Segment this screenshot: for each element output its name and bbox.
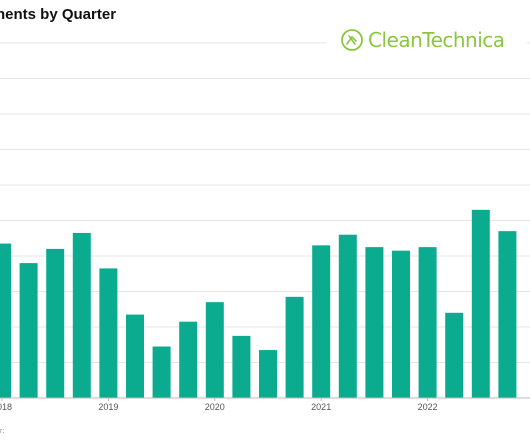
bar-2018-q2 <box>19 263 38 398</box>
bar-2021-q1 <box>312 245 331 398</box>
x-tick-label: 2021 <box>311 402 331 412</box>
bar-2021-q3 <box>365 247 384 398</box>
x-tick-label: 2020 <box>205 402 225 412</box>
bar-2019-q3 <box>152 346 171 398</box>
x-tick-label: 2018 <box>0 402 12 412</box>
bar-2020-q3 <box>259 350 277 398</box>
bar-2022-q3 <box>471 209 490 398</box>
clean-technica-logo: CleanTechnica <box>327 26 527 54</box>
x-axis-ticks: 2018 2019 2020 2021 2022 <box>0 398 438 412</box>
bars <box>0 209 517 398</box>
bar-2020-q2 <box>232 335 251 398</box>
bar-2019-q2 <box>126 314 144 398</box>
bar-2022-q4 <box>498 231 517 398</box>
bar-2018-q1 <box>0 243 11 398</box>
logo-text: CleanTechnica <box>368 28 505 52</box>
bar-2021-q2 <box>338 234 357 398</box>
bar-2020-q1 <box>205 302 224 398</box>
bar-2018-q3 <box>46 248 65 398</box>
x-tick-label: 2019 <box>98 402 118 412</box>
bar-2019-q1 <box>99 268 118 398</box>
bar-2019-q4 <box>179 321 198 398</box>
bar-2018-q4 <box>72 232 91 398</box>
source-note: r: <box>0 428 5 435</box>
x-tick-label: 2022 <box>418 402 438 412</box>
clean-technica-logo-icon <box>341 29 363 51</box>
bar-2021-q4 <box>392 250 410 398</box>
bar-2022-q2 <box>445 312 464 398</box>
bar-2022-q1 <box>418 247 437 398</box>
chart-title: nents by Quarter <box>0 6 117 23</box>
bar-2020-q4 <box>285 296 304 398</box>
